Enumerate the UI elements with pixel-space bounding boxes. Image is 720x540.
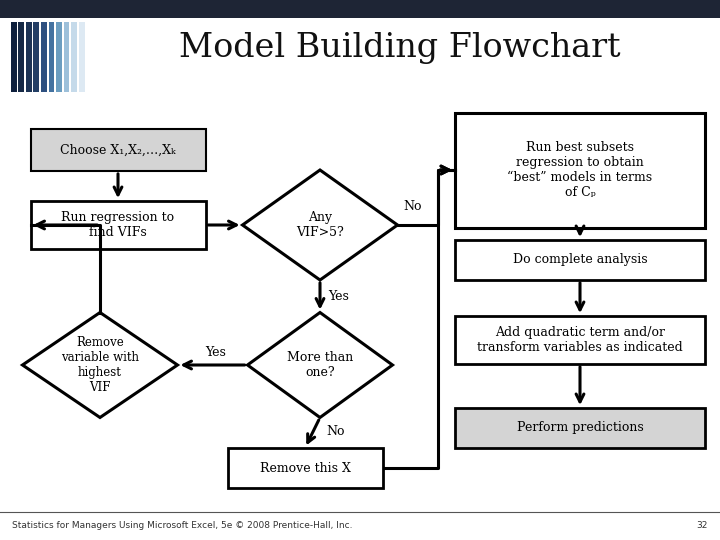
FancyBboxPatch shape (455, 316, 705, 364)
Text: No: No (326, 425, 344, 438)
FancyBboxPatch shape (455, 408, 705, 448)
Bar (49, 22, 55, 92)
Text: 32: 32 (697, 522, 708, 530)
Polygon shape (22, 313, 178, 417)
Bar (0, 0, 720, 18)
Text: Run best subsets
regression to obtain
“best” models in terms
of Cₚ: Run best subsets regression to obtain “b… (508, 141, 652, 199)
Text: Perform predictions: Perform predictions (517, 422, 644, 435)
Text: Remove
variable with
highest
VIF: Remove variable with highest VIF (61, 336, 139, 394)
Text: Yes: Yes (328, 289, 349, 302)
Text: No: No (403, 200, 422, 213)
Text: Remove this X: Remove this X (260, 462, 351, 475)
Bar (11, 22, 17, 92)
Bar (41, 22, 47, 92)
FancyBboxPatch shape (30, 201, 205, 249)
Text: Do complete analysis: Do complete analysis (513, 253, 647, 267)
Text: Run regression to
find VIFs: Run regression to find VIFs (61, 211, 174, 239)
FancyBboxPatch shape (455, 112, 705, 227)
FancyBboxPatch shape (30, 129, 205, 171)
Text: Model Building Flowchart: Model Building Flowchart (179, 32, 621, 64)
Bar (71, 22, 77, 92)
Bar (19, 22, 24, 92)
Text: Add quadratic term and/or
transform variables as indicated: Add quadratic term and/or transform vari… (477, 326, 683, 354)
Bar (79, 22, 85, 92)
Text: Yes: Yes (205, 347, 226, 360)
FancyBboxPatch shape (455, 240, 705, 280)
Polygon shape (243, 170, 397, 280)
Bar (26, 22, 32, 92)
Text: Choose X₁,X₂,…,Xₖ: Choose X₁,X₂,…,Xₖ (60, 144, 176, 157)
FancyBboxPatch shape (228, 448, 382, 488)
Polygon shape (248, 313, 392, 417)
Bar (56, 22, 62, 92)
Text: Statistics for Managers Using Microsoft Excel, 5e © 2008 Prentice-Hall, Inc.: Statistics for Managers Using Microsoft … (12, 522, 353, 530)
Text: More than
one?: More than one? (287, 351, 353, 379)
Bar (63, 22, 69, 92)
Text: Any
VIF>5?: Any VIF>5? (296, 211, 344, 239)
Bar (33, 22, 39, 92)
